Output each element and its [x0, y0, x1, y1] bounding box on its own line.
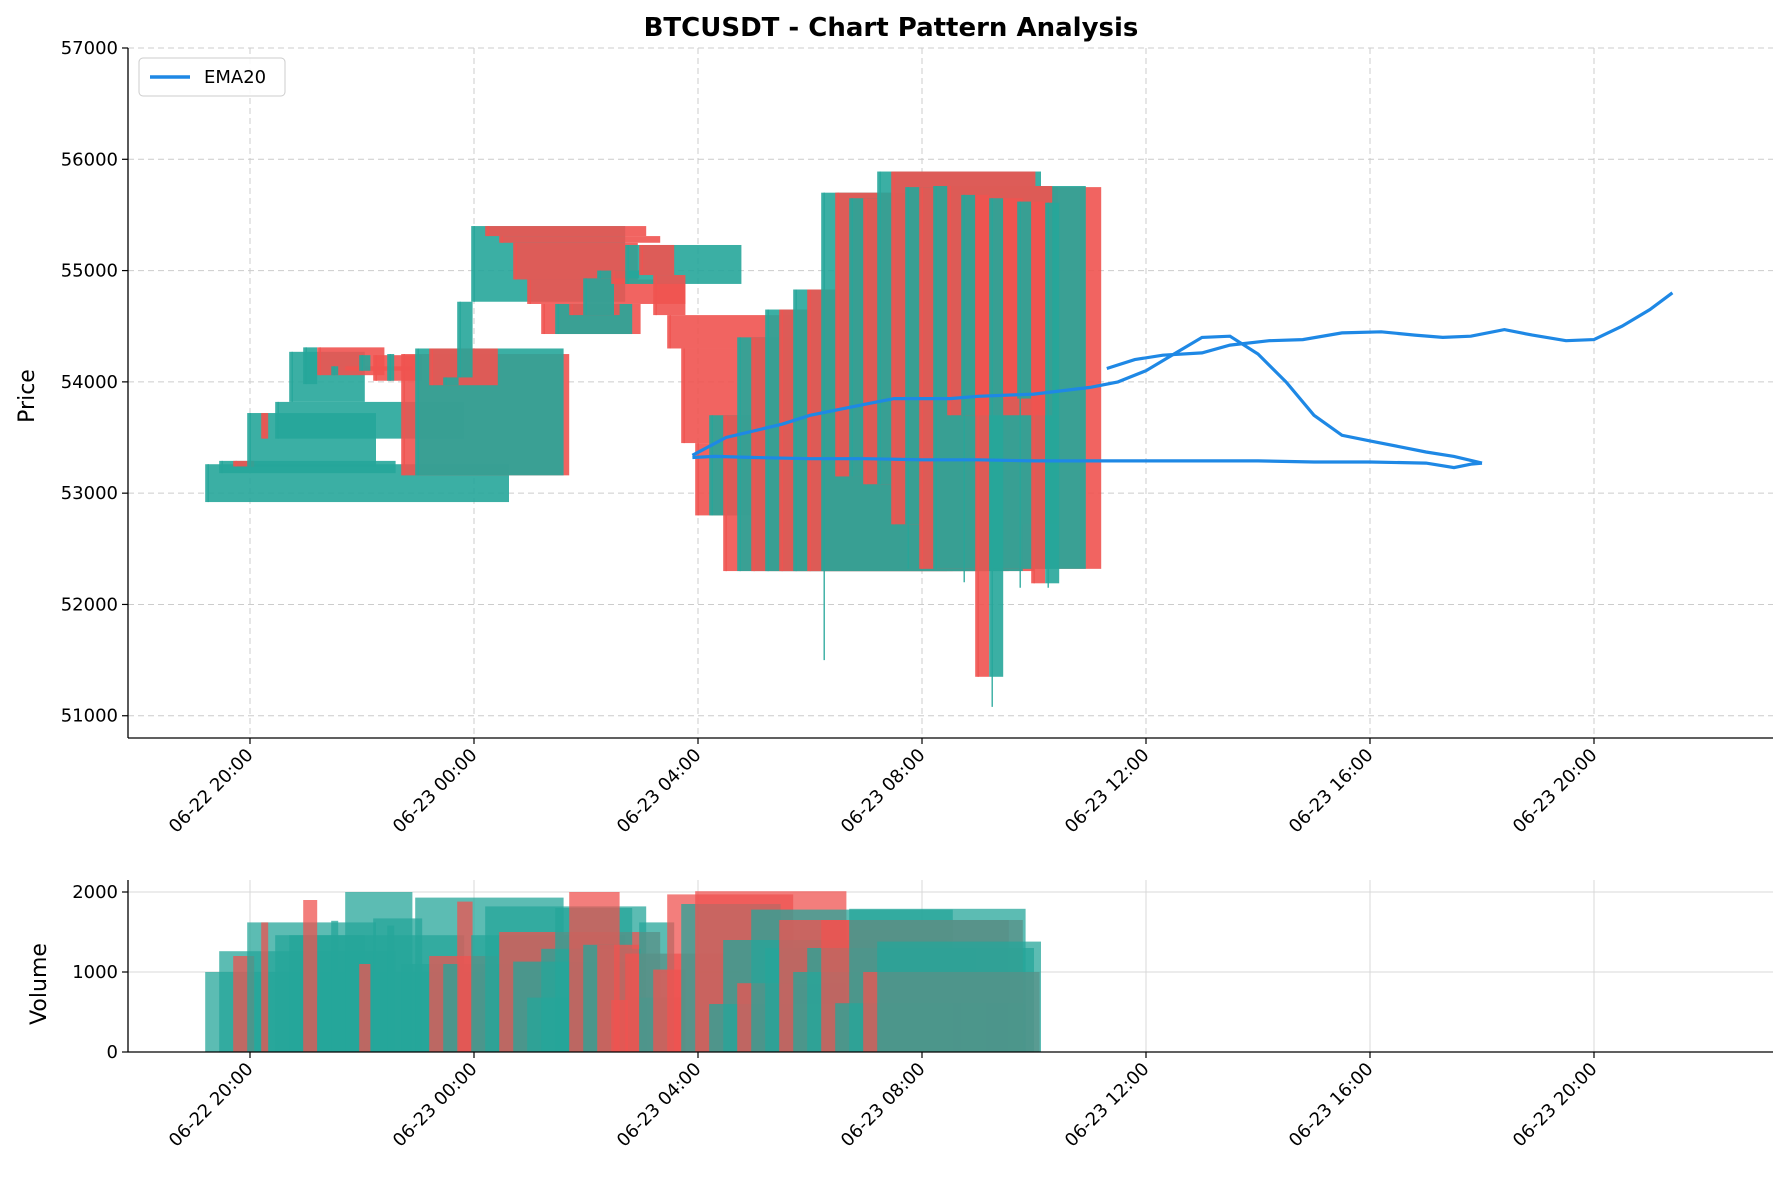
candle-body-20 [485, 226, 647, 237]
volume-bar-13 [387, 925, 395, 1052]
volume-ytick-label-2: 2000 [72, 882, 118, 903]
price-xtick-label-2: 06-23 04:00 [613, 745, 706, 838]
candle-4 [261, 413, 269, 439]
candle-body-9 [331, 366, 339, 376]
candle-body-31 [639, 244, 675, 276]
volume-xtick-label-2: 06-23 04:00 [613, 1059, 706, 1152]
price-xtick-label-5: 06-23 16:00 [1285, 745, 1378, 838]
price-ytick-label-5: 56000 [61, 149, 118, 170]
price-xtick-label-1: 06-23 00:00 [389, 745, 482, 838]
chart-title: BTCUSDT - Chart Pattern Analysis [644, 13, 1139, 43]
price-axis-label: Price [15, 369, 40, 423]
legend-ema-label: EMA20 [204, 67, 266, 88]
candle-body-18 [457, 301, 473, 378]
ema20-line-a [692, 454, 1483, 470]
price-panel: 51000 52000 53000 54000 55000 56000 57000 06-22… [61, 38, 1773, 837]
candle-body-54 [961, 194, 976, 416]
candle-32 [653, 275, 686, 316]
ema20-line-c [1106, 291, 1674, 371]
candle-body-29 [611, 270, 628, 284]
volume-xtick-label-6: 06-23 20:00 [1509, 1059, 1602, 1152]
candle-21 [499, 236, 661, 243]
volume-bar-7 [303, 900, 318, 1052]
price-ytick-label-6: 57000 [61, 38, 118, 59]
volume-bar-11 [359, 964, 371, 1052]
volume-axis-label: Volume [27, 943, 52, 1025]
volume-xtick-label-3: 06-23 08:00 [837, 1059, 930, 1152]
volume-bar-48 [877, 941, 1041, 1052]
price-xtick-label-6: 06-23 20:00 [1509, 745, 1602, 838]
price-ytick-label-0: 51000 [61, 706, 118, 727]
volume-ytick-label-1: 1000 [72, 962, 118, 983]
candle-11 [359, 355, 371, 371]
volume-bar-4 [261, 922, 269, 1052]
candle-body-58 [1017, 201, 1032, 399]
price-xtick-label-3: 06-23 08:00 [837, 745, 930, 838]
price-ytick-label-3: 54000 [61, 372, 118, 393]
candle-body-32 [653, 275, 686, 316]
price-ytick-label-1: 52000 [61, 594, 118, 615]
candle-9 [331, 366, 339, 376]
candle-2 [233, 460, 255, 467]
volume-bar-29 [611, 1000, 628, 1052]
candle-body-4 [261, 413, 269, 439]
volume-bars-group [205, 891, 1041, 1052]
volume-panel: 0 1000 2000 06-22 20:00 06-23 00:00 06-23 04:… [72, 880, 1773, 1151]
candles-group [205, 171, 1102, 707]
volume-bar-9 [331, 920, 339, 1052]
candle-31 [639, 244, 675, 276]
price-ytick-label-2: 53000 [61, 483, 118, 504]
candle-55 [975, 194, 990, 677]
legend: EMA20 [138, 57, 286, 97]
candle-7 [303, 347, 318, 385]
candle-body-2 [233, 460, 255, 467]
candle-body-11 [359, 355, 371, 371]
candle-18 [457, 301, 473, 378]
volume-xtick-label-0: 06-22 20:00 [165, 1059, 258, 1152]
candle-body-55 [975, 194, 990, 677]
candle-60 [1045, 202, 1060, 588]
volume-xtick-label-4: 06-23 12:00 [1061, 1059, 1154, 1152]
candle-54 [961, 194, 976, 583]
volume-bar-17 [443, 964, 459, 1052]
volume-xtick-label-1: 06-23 00:00 [389, 1059, 482, 1152]
candle-56 [989, 198, 1004, 707]
legend-box [138, 57, 286, 97]
price-xtick-label-0: 06-22 20:00 [165, 745, 258, 838]
price-xtick-label-4: 06-23 12:00 [1061, 745, 1154, 838]
ema20-line-b [691, 334, 1483, 465]
candle-body-7 [303, 347, 318, 385]
candle-27 [583, 278, 614, 316]
candle-20 [485, 226, 647, 237]
candle-body-27 [583, 278, 614, 316]
candle-body-21 [499, 236, 661, 243]
candle-body-13 [387, 354, 395, 381]
price-ytick-label-4: 55000 [61, 261, 118, 282]
volume-ytick-label-0: 0 [107, 1042, 118, 1063]
volume-bar-18 [457, 901, 473, 1052]
candle-13 [387, 354, 395, 381]
candle-body-17 [443, 377, 459, 386]
candle-29 [611, 270, 628, 284]
candle-body-56 [989, 198, 1004, 677]
volume-xtick-label-5: 06-23 16:00 [1285, 1059, 1378, 1152]
candle-17 [443, 377, 459, 386]
